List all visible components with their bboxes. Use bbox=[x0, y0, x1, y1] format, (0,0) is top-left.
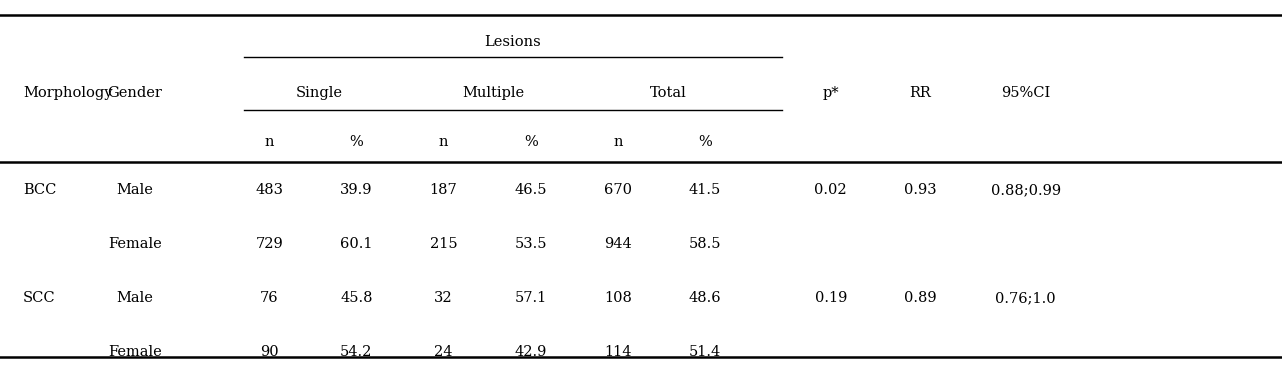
Text: 46.5: 46.5 bbox=[514, 183, 547, 197]
Text: %: % bbox=[350, 135, 363, 149]
Text: Male: Male bbox=[117, 183, 153, 197]
Text: 51.4: 51.4 bbox=[688, 345, 722, 359]
Text: BCC: BCC bbox=[23, 183, 56, 197]
Text: n: n bbox=[438, 135, 449, 149]
Text: n: n bbox=[264, 135, 274, 149]
Text: Total: Total bbox=[650, 86, 686, 100]
Text: %: % bbox=[699, 135, 712, 149]
Text: p*: p* bbox=[823, 86, 838, 100]
Text: 60.1: 60.1 bbox=[340, 237, 373, 251]
Text: Multiple: Multiple bbox=[463, 86, 524, 100]
Text: Female: Female bbox=[108, 237, 162, 251]
Text: 0.19: 0.19 bbox=[814, 291, 847, 305]
Text: Gender: Gender bbox=[108, 86, 162, 100]
Text: 39.9: 39.9 bbox=[340, 183, 373, 197]
Text: 0.88;0.99: 0.88;0.99 bbox=[991, 183, 1060, 197]
Text: 95%CI: 95%CI bbox=[1001, 86, 1050, 100]
Text: 32: 32 bbox=[435, 291, 453, 305]
Text: 24: 24 bbox=[435, 345, 453, 359]
Text: Morphology: Morphology bbox=[23, 86, 113, 100]
Text: 670: 670 bbox=[604, 183, 632, 197]
Text: 0.76;1.0: 0.76;1.0 bbox=[995, 291, 1056, 305]
Text: 215: 215 bbox=[429, 237, 458, 251]
Text: 0.02: 0.02 bbox=[814, 183, 847, 197]
Text: 76: 76 bbox=[260, 291, 278, 305]
Text: Single: Single bbox=[296, 86, 342, 100]
Text: Male: Male bbox=[117, 291, 153, 305]
Text: RR: RR bbox=[910, 86, 931, 100]
Text: 114: 114 bbox=[604, 345, 632, 359]
Text: 944: 944 bbox=[604, 237, 632, 251]
Text: 0.93: 0.93 bbox=[904, 183, 937, 197]
Text: 729: 729 bbox=[255, 237, 283, 251]
Text: 483: 483 bbox=[255, 183, 283, 197]
Text: 54.2: 54.2 bbox=[340, 345, 373, 359]
Text: %: % bbox=[524, 135, 537, 149]
Text: 48.6: 48.6 bbox=[688, 291, 722, 305]
Text: 53.5: 53.5 bbox=[514, 237, 547, 251]
Text: 45.8: 45.8 bbox=[340, 291, 373, 305]
Text: 90: 90 bbox=[260, 345, 278, 359]
Text: 187: 187 bbox=[429, 183, 458, 197]
Text: Female: Female bbox=[108, 345, 162, 359]
Text: SCC: SCC bbox=[23, 291, 55, 305]
Text: 42.9: 42.9 bbox=[514, 345, 547, 359]
Text: 0.89: 0.89 bbox=[904, 291, 937, 305]
Text: 57.1: 57.1 bbox=[514, 291, 547, 305]
Text: 108: 108 bbox=[604, 291, 632, 305]
Text: 58.5: 58.5 bbox=[688, 237, 722, 251]
Text: n: n bbox=[613, 135, 623, 149]
Text: Lesions: Lesions bbox=[485, 35, 541, 49]
Text: 41.5: 41.5 bbox=[688, 183, 722, 197]
